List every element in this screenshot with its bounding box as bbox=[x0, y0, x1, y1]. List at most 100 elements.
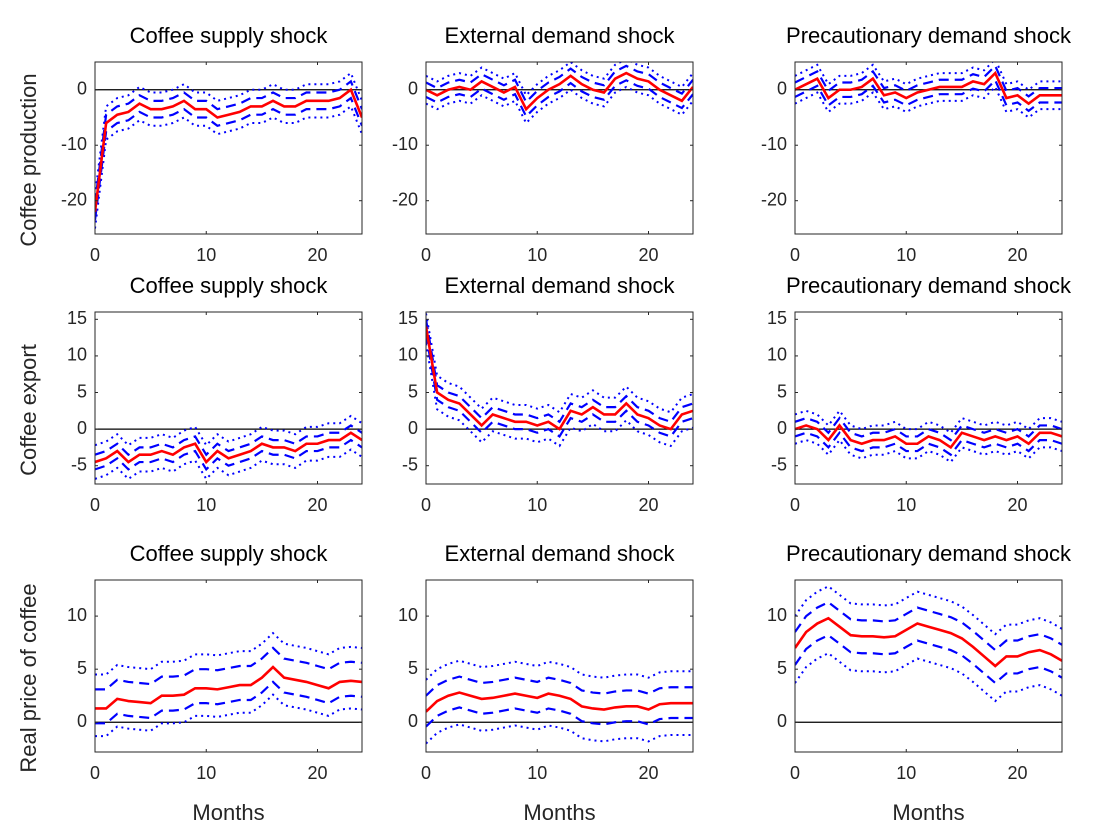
line-series bbox=[426, 71, 693, 112]
line-series bbox=[95, 414, 362, 447]
plot-area bbox=[795, 580, 1062, 752]
panel-title: External demand shock bbox=[445, 23, 676, 48]
x-tick-label: 20 bbox=[307, 495, 327, 515]
line-series bbox=[95, 631, 362, 676]
line-series bbox=[95, 424, 362, 457]
plot-area bbox=[95, 580, 362, 752]
y-tick-label: -10 bbox=[761, 134, 787, 154]
axes-box bbox=[94, 579, 363, 753]
y-tick-label: 10 bbox=[398, 605, 418, 625]
panel: -5 0 5 10 15 0 10 20 Coffee supply shock Coffee e… bbox=[16, 273, 363, 515]
x-tick-label: 10 bbox=[196, 763, 216, 783]
y-tick-label: 15 bbox=[767, 308, 787, 328]
y-tick-label: 0 bbox=[408, 418, 418, 438]
panel: -5 0 5 10 15 0 10 20 External demand shock bbox=[398, 273, 694, 515]
x-tick-label: 20 bbox=[638, 495, 658, 515]
plot-area bbox=[95, 62, 362, 234]
x-tick-label: 10 bbox=[896, 763, 916, 783]
x-tick-label: 0 bbox=[90, 495, 100, 515]
x-tick-label: 10 bbox=[527, 245, 547, 265]
x-tick-label: 10 bbox=[527, 763, 547, 783]
panel: -20 -10 0 0 10 20 Precautionary demand shock bbox=[761, 23, 1072, 265]
x-axis-label: Months bbox=[892, 800, 964, 825]
y-tick-label: 5 bbox=[77, 658, 87, 678]
line-series bbox=[426, 723, 693, 745]
y-tick-label: 5 bbox=[777, 658, 787, 678]
x-axis-label: Months bbox=[192, 800, 264, 825]
y-tick-label: 5 bbox=[408, 381, 418, 401]
x-tick-label: 10 bbox=[896, 495, 916, 515]
y-tick-label: 0 bbox=[77, 418, 87, 438]
y-tick-label: 0 bbox=[777, 711, 787, 731]
panel-title: Precautionary demand shock bbox=[786, 23, 1072, 48]
axes-box bbox=[794, 61, 1063, 235]
y-tick-label: 15 bbox=[398, 308, 418, 328]
line-series bbox=[426, 706, 693, 728]
line-series bbox=[426, 85, 693, 125]
line-series bbox=[795, 601, 1062, 652]
x-tick-label: 10 bbox=[896, 245, 916, 265]
y-tick-label: -5 bbox=[771, 454, 787, 474]
y-tick-label: 0 bbox=[777, 78, 787, 98]
line-series bbox=[95, 680, 362, 725]
panel-title: Coffee supply shock bbox=[130, 541, 329, 566]
y-axis-label: Coffee export bbox=[16, 344, 41, 476]
panel-title: Coffee supply shock bbox=[130, 273, 329, 298]
line-series bbox=[426, 313, 693, 414]
line-series bbox=[795, 78, 1062, 113]
plot-area bbox=[795, 62, 1062, 234]
y-tick-label: 5 bbox=[777, 381, 787, 401]
line-series bbox=[795, 70, 1062, 106]
line-series bbox=[795, 423, 1062, 450]
line-series bbox=[426, 691, 693, 713]
plot-area bbox=[795, 312, 1062, 484]
y-tick-label: 10 bbox=[767, 345, 787, 365]
y-tick-label: -10 bbox=[392, 134, 418, 154]
line-series bbox=[426, 675, 693, 697]
x-tick-label: 20 bbox=[307, 763, 327, 783]
y-tick-label: 0 bbox=[777, 418, 787, 438]
x-tick-label: 0 bbox=[790, 763, 800, 783]
y-tick-label: 10 bbox=[767, 605, 787, 625]
line-series bbox=[795, 633, 1062, 685]
y-axis-label: Coffee production bbox=[16, 73, 41, 246]
line-series bbox=[95, 438, 362, 472]
axes-box bbox=[425, 579, 694, 753]
y-tick-label: -5 bbox=[71, 454, 87, 474]
x-axis-label: Months bbox=[523, 800, 595, 825]
y-tick-label: 15 bbox=[67, 308, 87, 328]
panel: 0 5 10 0 10 20 Coffee supply shock Real price o… bbox=[16, 541, 363, 825]
x-tick-label: 10 bbox=[196, 245, 216, 265]
y-axis-label: Real price of coffee bbox=[16, 583, 41, 772]
y-tick-label: 0 bbox=[408, 78, 418, 98]
x-tick-label: 20 bbox=[638, 245, 658, 265]
axes-box bbox=[425, 311, 694, 485]
panel: -20 -10 0 0 10 20 External demand shock bbox=[392, 23, 694, 265]
y-tick-label: -20 bbox=[392, 189, 418, 209]
x-tick-label: 10 bbox=[527, 495, 547, 515]
axes-box bbox=[94, 61, 363, 235]
axes-box bbox=[425, 61, 694, 235]
x-tick-label: 20 bbox=[1007, 763, 1027, 783]
x-tick-label: 0 bbox=[90, 763, 100, 783]
line-series bbox=[795, 63, 1062, 98]
y-tick-label: -20 bbox=[61, 189, 87, 209]
panel-title: External demand shock bbox=[445, 273, 676, 298]
x-tick-label: 0 bbox=[421, 763, 431, 783]
axes-box bbox=[94, 311, 363, 485]
line-series bbox=[795, 430, 1062, 457]
x-tick-label: 0 bbox=[790, 245, 800, 265]
y-tick-label: -10 bbox=[61, 134, 87, 154]
line-series bbox=[426, 64, 693, 104]
plot-area bbox=[426, 312, 693, 484]
line-series bbox=[426, 659, 693, 681]
x-tick-label: 10 bbox=[196, 495, 216, 515]
line-series bbox=[426, 79, 693, 119]
x-tick-label: 20 bbox=[307, 245, 327, 265]
x-tick-label: 0 bbox=[421, 245, 431, 265]
plot-area bbox=[426, 580, 693, 752]
y-tick-label: 10 bbox=[67, 605, 87, 625]
panel-title: Coffee supply shock bbox=[130, 23, 329, 48]
panel-title: Precautionary demand shock bbox=[786, 273, 1072, 298]
